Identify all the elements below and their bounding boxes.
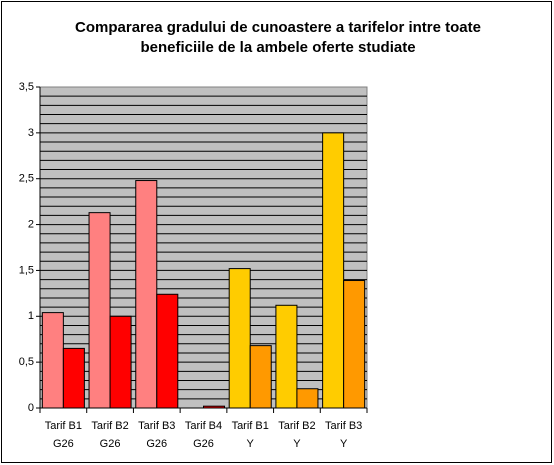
bar [156,293,179,409]
x-tick-label: G26 [100,438,121,450]
y-tick-label: 0 [28,402,34,414]
y-tick-label: 2 [28,218,34,230]
y-tick-label: 1 [28,310,34,322]
y-tick-label: 3,5 [19,81,34,93]
x-tick-label: Tarif B3 [325,420,362,432]
bar [109,315,132,409]
x-tick-label: Y [340,438,348,450]
bar [88,212,111,409]
y-tick-label: 2,5 [19,173,34,185]
bar [203,405,226,409]
x-tick-label: Tarif B4 [185,420,222,432]
bar [275,304,298,409]
chart-title: Compararea gradului de cunoastere a tari… [75,19,481,56]
y-tick-label: 3 [28,127,34,139]
x-tick-label: G26 [146,438,167,450]
x-tick-label: Tarif B3 [138,420,175,432]
x-tick-label: Tarif B2 [91,420,128,432]
x-tick-label: G26 [193,438,214,450]
bar [322,132,345,409]
x-tick-label: Tarif B1 [45,420,82,432]
y-tick-label: 1,5 [19,264,34,276]
bar [135,180,158,409]
y-tick-label: 0,5 [19,356,34,368]
bar [343,280,366,409]
bar [296,388,319,409]
bar [249,345,272,409]
bar [41,312,64,409]
x-tick-label: Tarif B1 [232,420,269,432]
x-tick-label: G26 [53,438,74,450]
bar [228,268,251,409]
bar [62,347,85,409]
x-tick-label: Y [247,438,255,450]
x-tick-label: Y [293,438,301,450]
x-tick-label: Tarif B2 [278,420,315,432]
